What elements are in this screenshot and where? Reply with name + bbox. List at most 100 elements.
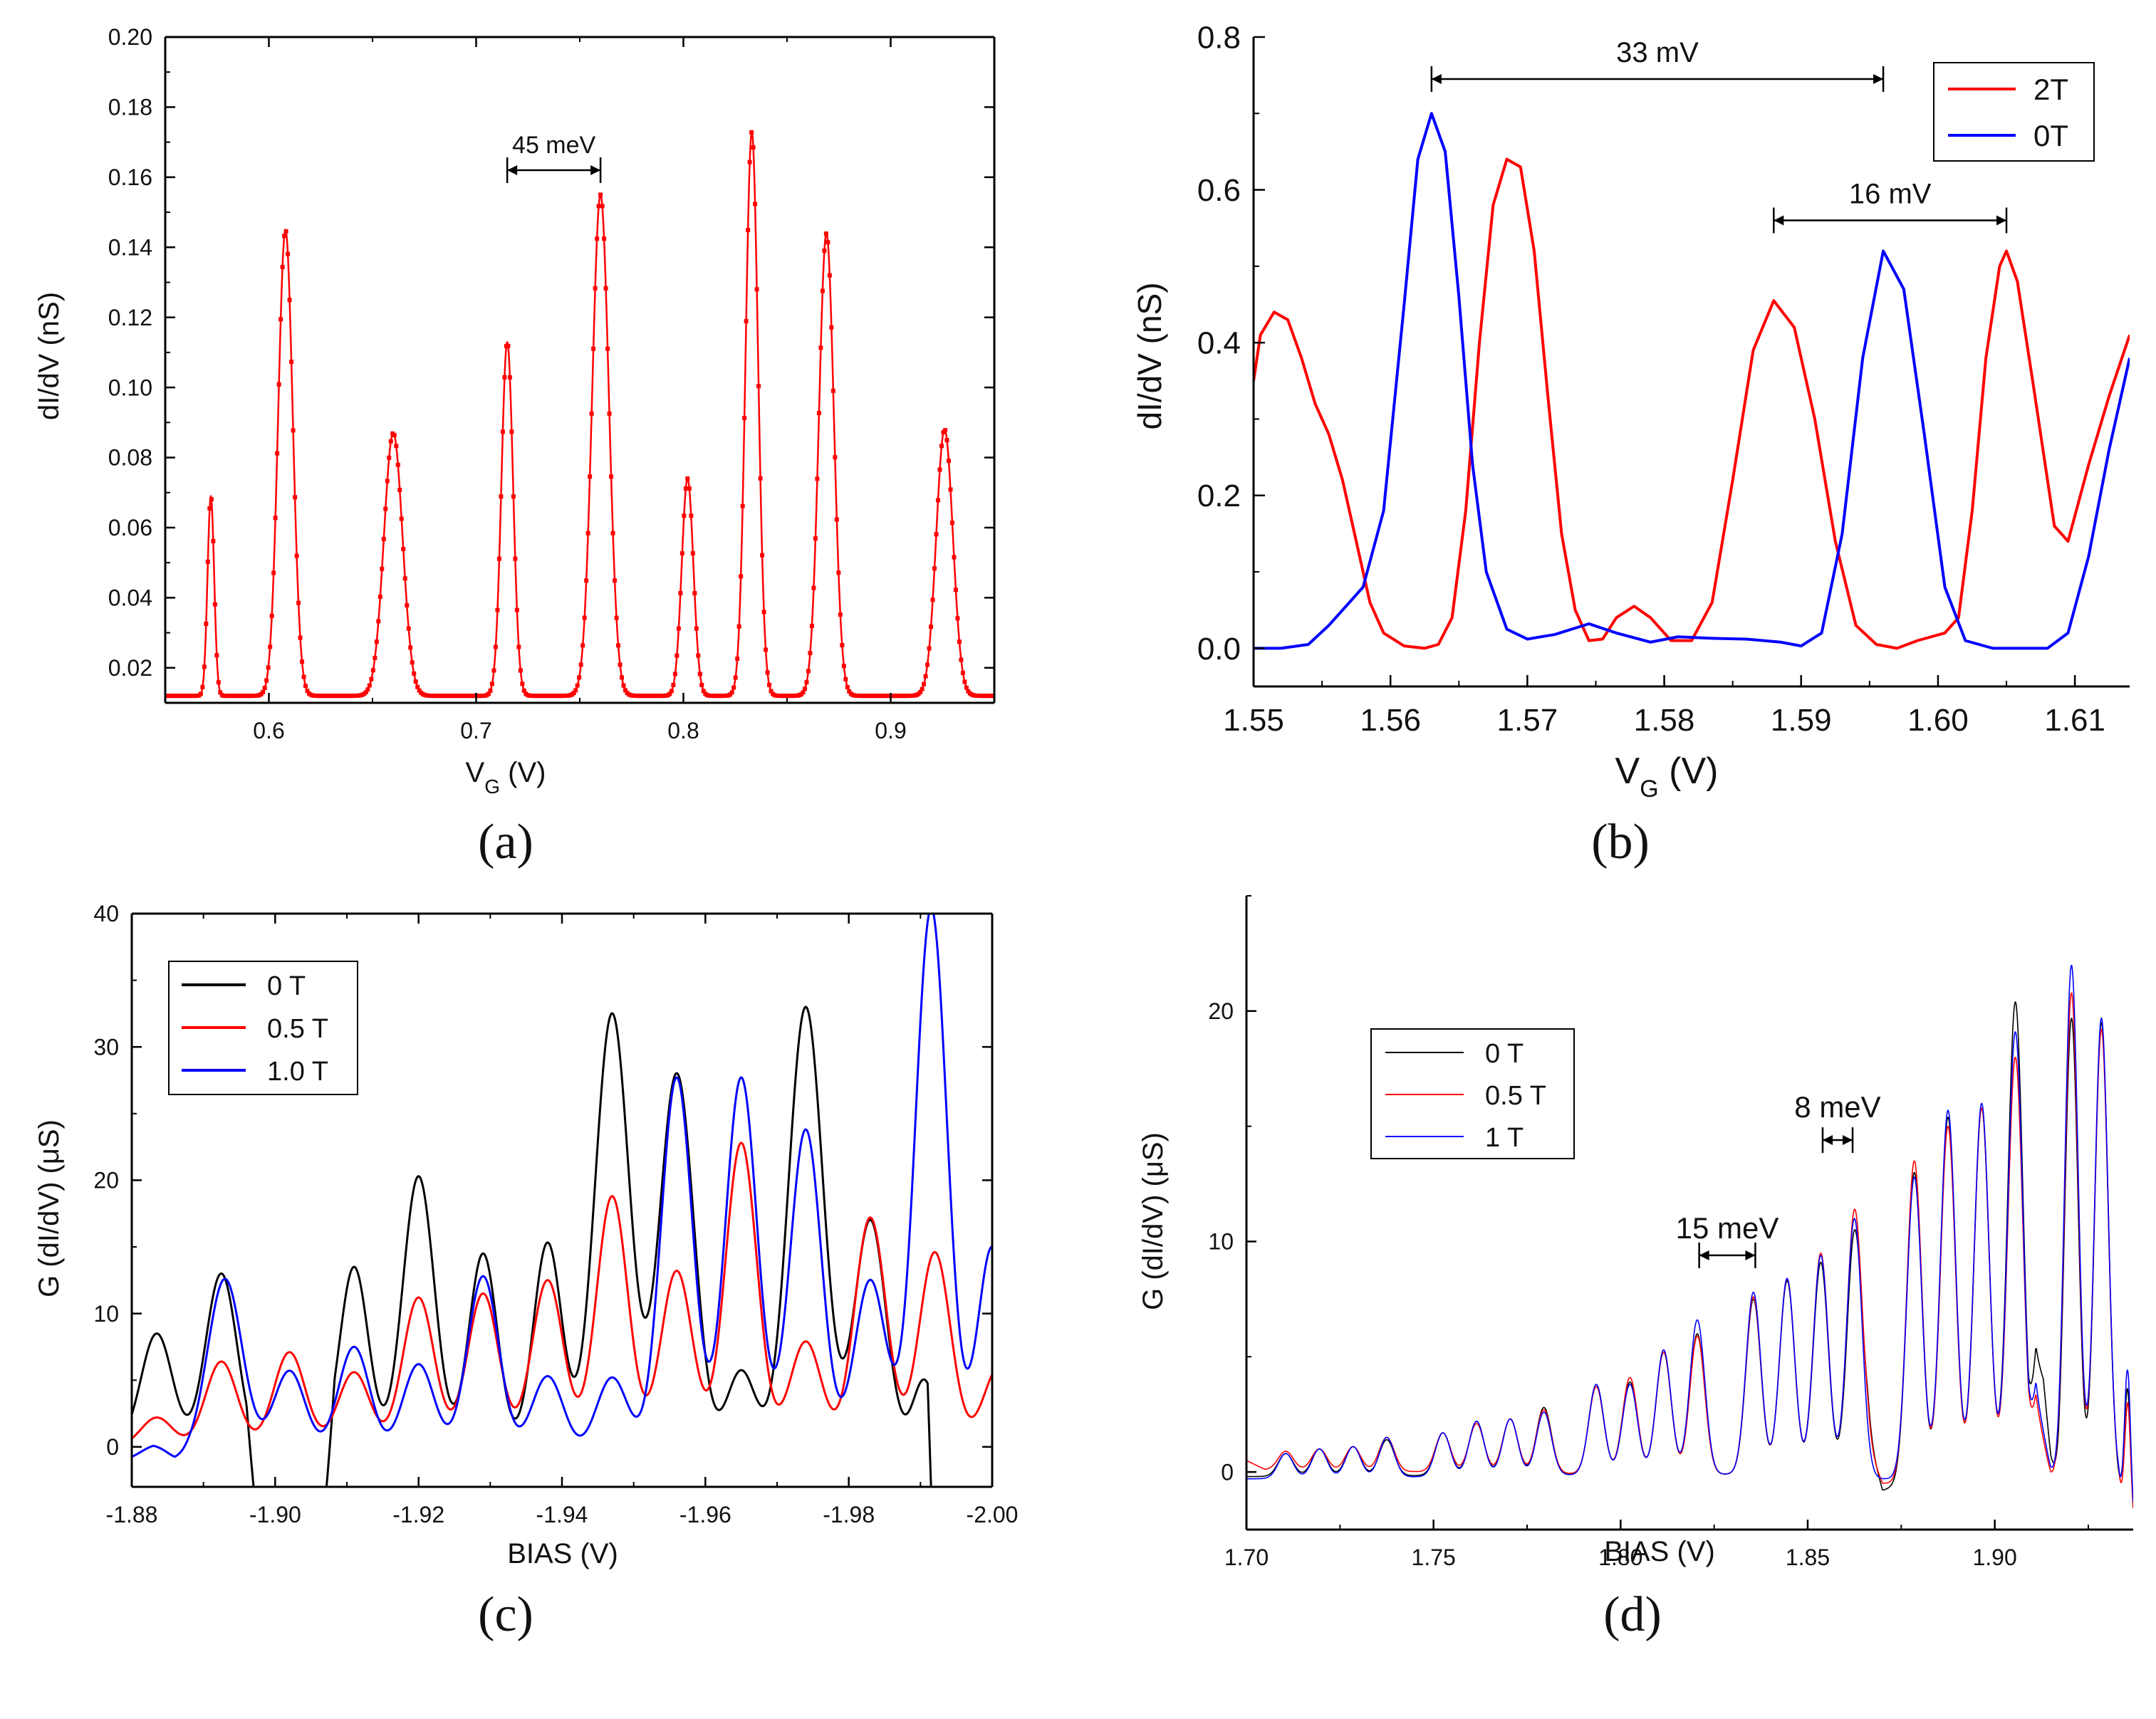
legend-label-c-0t: 0 T — [267, 971, 306, 1001]
panel-a-y-tick-label: 0.08 — [108, 445, 152, 471]
panel-a-data-point — [381, 536, 386, 541]
annotation-arrow-head — [1843, 1135, 1853, 1146]
panel-b-label: (b) — [1591, 815, 1650, 869]
panel-c-x-tick-label: -1.98 — [823, 1502, 875, 1527]
panel-a-data-point — [822, 249, 827, 254]
panel-a-data-point — [376, 619, 381, 624]
panel-a-data-point — [676, 626, 681, 631]
panel-a-data-point — [598, 192, 603, 197]
panel-a-data-point — [287, 298, 292, 303]
panel-a-data-point — [266, 665, 271, 670]
annotation-label: 15 meV — [1676, 1211, 1779, 1245]
panel-a-data-point — [758, 476, 763, 481]
panel-a-data-point — [843, 676, 848, 681]
panel-a-data-point — [939, 444, 944, 449]
panel-a-data-point — [923, 674, 928, 679]
panel-a-data-point — [953, 587, 958, 592]
panel-a-data-point — [667, 691, 672, 696]
panel-a-y-axis-label: dI/dV (nS) — [33, 292, 65, 420]
panel-a-data-point — [509, 429, 514, 434]
panel-a-data-point — [618, 662, 623, 667]
panel-a-data-point — [387, 455, 392, 460]
panel-a-data-point — [278, 317, 283, 322]
panel-c-plot-area — [132, 914, 992, 1487]
panel-a-data-point — [399, 516, 404, 521]
panel-a-data-point — [602, 236, 607, 241]
panel-c-axes: -1.88 -1.90 -1.92 -1.94 -1.96 -1.98 -2.00 0 10 20… — [93, 901, 1018, 1527]
panel-a-x-axis-label: VG (V) — [466, 757, 546, 798]
panel-a-data-point — [595, 236, 600, 241]
panel-a-data-point — [363, 689, 368, 694]
panel-a-data-point — [920, 686, 925, 691]
panel-a-data-point — [571, 691, 576, 696]
panel-a-data-point — [742, 416, 747, 421]
panel-a-y-tick-label: 0.14 — [108, 234, 152, 260]
panel-a-data-point — [491, 668, 496, 673]
panel-a-data-point — [623, 688, 628, 693]
panel-a-data-point — [610, 531, 615, 535]
panel-a-data-point — [385, 479, 390, 484]
panel-a-data-point — [616, 643, 621, 648]
panel-a-data-point — [682, 513, 687, 518]
panel-a-data-point — [959, 657, 964, 662]
panel-a-data-point — [739, 574, 744, 579]
panel-d-x-axis-label: BIAS (V) — [1604, 1536, 1715, 1567]
panel-a-data-point — [261, 689, 266, 694]
panel-d-y-tick-label: 0 — [1221, 1459, 1234, 1485]
panel-a-data-point — [200, 684, 205, 689]
panel-b-plot-area — [1254, 112, 2130, 650]
panel-a-data-point — [841, 664, 846, 669]
panel-c-series-05T-line — [132, 1141, 992, 1440]
panel-a-data-point — [815, 476, 820, 481]
panel-a-data-point — [578, 662, 583, 667]
panel-a-data-point — [756, 384, 761, 389]
panel-c-y-axis-label: G (dI/dV) (μS) — [33, 1119, 65, 1297]
panel-c-series-0T-line — [132, 1005, 932, 1487]
panel-a-data-point — [760, 553, 765, 558]
panel-a-x-tick-label: 0.9 — [875, 718, 906, 743]
panel-d-legend: 0 T 0.5 T 1 T — [1370, 1028, 1575, 1159]
panel-c-x-tick-label: -1.90 — [249, 1502, 301, 1527]
panel-a-y-tick-label: 0.20 — [108, 24, 152, 50]
panel-a-data-point — [377, 595, 382, 600]
panel-a-data-point — [296, 600, 301, 605]
panel-a-data-point — [689, 513, 694, 518]
panel-a-data-point — [380, 566, 385, 571]
panel-a-data-point — [489, 681, 494, 686]
panel-a-data-point — [944, 438, 949, 443]
panel-a-data-point — [202, 664, 207, 669]
panel-a-data-point — [502, 375, 507, 380]
panel-a-data-point — [949, 521, 954, 526]
panel-a-data-point — [286, 251, 291, 256]
panel-d-chart: (d) G (dI/dV) (μS) BIAS (V) 0 T 0.5 T 1 … — [1137, 895, 2133, 1642]
annotation-arrow-head — [590, 165, 601, 175]
panel-a-data-point — [506, 343, 511, 348]
panel-a-data-point — [374, 639, 379, 644]
panel-a-data-point — [678, 590, 683, 595]
panel-b-x-tick-label: 1.59 — [1771, 703, 1832, 738]
panel-a-data-point — [198, 691, 203, 696]
panel-a-data-point — [401, 547, 406, 552]
panel-a-data-point — [582, 615, 587, 620]
panel-d-annotation: 8 meV — [1794, 1090, 1881, 1154]
panel-a-data-point — [922, 681, 927, 686]
panel-a-data-point — [934, 532, 939, 537]
panel-a-data-point — [607, 411, 612, 416]
panel-a-data-point — [584, 578, 589, 583]
panel-a-data-point — [268, 644, 273, 649]
panel-a-data-point — [749, 130, 754, 135]
panel-c-label: (c) — [478, 1587, 533, 1642]
annotation-label: 16 mV — [1849, 179, 1932, 210]
panel-a-data-point — [801, 690, 806, 695]
panel-c-y-tick-label: 10 — [93, 1301, 119, 1327]
panel-a-data-point — [511, 494, 516, 499]
panel-d-x-tick-label: 1.70 — [1224, 1545, 1269, 1570]
panel-a-y-tick-label: 0.04 — [108, 585, 152, 611]
panel-a-data-point — [802, 686, 807, 691]
panel-b-x-tick-label: 1.60 — [1907, 703, 1969, 738]
panel-d-annotation: 15 meV — [1676, 1211, 1779, 1268]
panel-a-data-point — [585, 531, 590, 535]
panel-c-y-tick-label: 30 — [93, 1034, 119, 1060]
panel-a-data-point — [744, 318, 749, 323]
panel-a-data-point — [731, 685, 736, 690]
